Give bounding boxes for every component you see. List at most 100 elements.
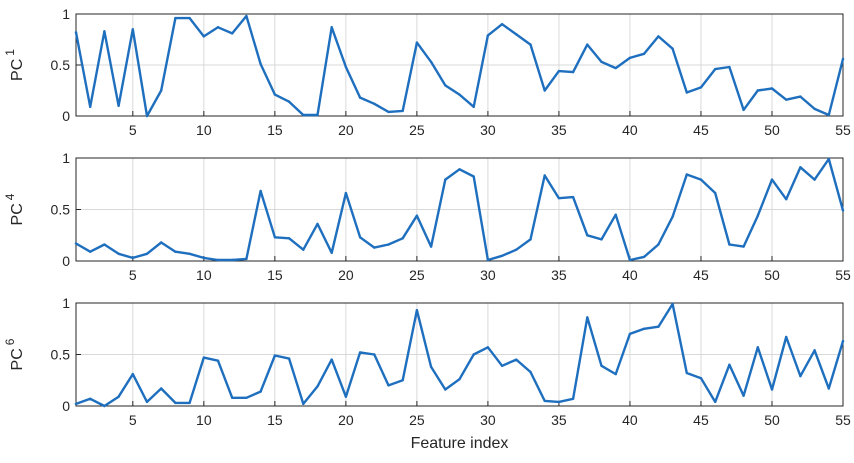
data-point	[756, 89, 759, 92]
data-point	[429, 245, 433, 248]
panel-3: 5 10 15 20 25 30 35 40 45 50 55 0 0.5 1 PC6 Feature ind…	[3, 295, 851, 452]
data-point	[89, 105, 92, 109]
data-point	[145, 114, 149, 118]
data-point	[813, 107, 816, 111]
data-point	[174, 401, 177, 405]
y-tick-label: 0	[62, 253, 70, 269]
data-point	[770, 178, 774, 181]
data-point	[245, 257, 248, 261]
y-axis-label: PC6	[3, 338, 26, 370]
data-point	[827, 157, 830, 161]
data-point	[515, 248, 518, 251]
data-point	[500, 23, 504, 26]
x-tick-label: 35	[551, 122, 567, 138]
x-tick-label: 30	[480, 412, 496, 428]
data-point	[429, 365, 433, 369]
x-tick-label: 30	[480, 122, 496, 138]
data-point	[74, 242, 78, 245]
data-point	[387, 110, 390, 114]
data-point	[316, 113, 319, 117]
data-point	[358, 236, 362, 239]
x-tick-label: 55	[835, 267, 851, 283]
data-point	[543, 174, 546, 177]
x-tick-label: 25	[409, 412, 425, 428]
x-tick-label: 40	[622, 122, 638, 138]
x-tick-label: 10	[196, 267, 212, 283]
data-point	[74, 402, 78, 406]
data-point	[444, 178, 447, 181]
data-point	[330, 26, 333, 29]
x-tick-label: 25	[409, 267, 425, 283]
x-tick-label: 45	[693, 412, 709, 428]
data-point	[713, 191, 717, 195]
data-point	[358, 351, 362, 354]
data-point	[202, 35, 206, 38]
x-axis-label: Feature index	[411, 435, 509, 452]
x-tick-label: 55	[835, 412, 851, 428]
y-tick-label: 0.5	[51, 202, 71, 218]
data-point	[387, 243, 390, 246]
data-point	[841, 209, 845, 212]
data-point	[216, 258, 220, 262]
series-line	[74, 14, 845, 118]
x-tick-label: 15	[267, 122, 283, 138]
data-point	[756, 346, 759, 349]
x-tick-label: 40	[622, 267, 638, 283]
data-point	[344, 395, 348, 398]
data-point	[444, 388, 447, 391]
data-point	[273, 354, 277, 357]
data-point	[628, 258, 632, 262]
data-point	[529, 238, 532, 241]
panel-1: 5 10 15 20 25 30 35 40 45 50 55 0 0.5 1 PC1	[3, 6, 851, 138]
data-point	[231, 258, 234, 262]
data-point	[713, 67, 717, 71]
data-point	[586, 316, 589, 319]
data-point	[799, 374, 802, 378]
data-point	[657, 243, 660, 246]
x-tick-label: 5	[129, 122, 137, 138]
data-point	[401, 109, 404, 113]
data-point	[89, 250, 92, 253]
x-tick-label: 5	[129, 267, 137, 283]
data-point	[131, 372, 135, 376]
data-point	[472, 353, 475, 356]
data-point	[671, 215, 674, 218]
data-point	[302, 248, 305, 251]
data-point	[458, 168, 461, 171]
data-point	[671, 47, 674, 50]
data-point	[515, 33, 518, 36]
data-point	[302, 402, 305, 406]
x-tick-label: 20	[338, 122, 354, 138]
data-point	[330, 358, 333, 361]
data-point	[415, 41, 419, 44]
data-point	[784, 98, 788, 101]
data-point	[103, 30, 106, 33]
data-point	[415, 214, 419, 217]
data-point	[259, 390, 262, 393]
y-tick-label: 1	[62, 6, 70, 22]
data-point	[458, 93, 461, 96]
data-point	[642, 52, 646, 55]
data-point	[373, 353, 376, 356]
data-point	[586, 234, 589, 237]
x-tick-label: 50	[764, 412, 780, 428]
data-point	[657, 325, 660, 328]
data-point	[472, 175, 475, 178]
data-point	[216, 26, 220, 29]
data-point	[799, 166, 802, 169]
data-point	[117, 252, 120, 255]
data-point	[770, 388, 774, 391]
y-tick-label: 0.5	[51, 347, 71, 363]
data-point	[841, 57, 845, 61]
panel-2: 5 10 15 20 25 30 35 40 45 50 55 0 0.5 1 PC4	[3, 150, 851, 283]
x-tick-label: 5	[129, 412, 137, 428]
data-point	[685, 91, 688, 94]
y-tick-label: 0	[62, 108, 70, 124]
data-point	[742, 245, 745, 248]
data-point	[145, 252, 149, 255]
x-tick-label: 15	[267, 412, 283, 428]
x-tick-label: 50	[764, 267, 780, 283]
data-point	[401, 379, 404, 382]
data-point	[131, 28, 135, 31]
data-point	[273, 93, 277, 96]
